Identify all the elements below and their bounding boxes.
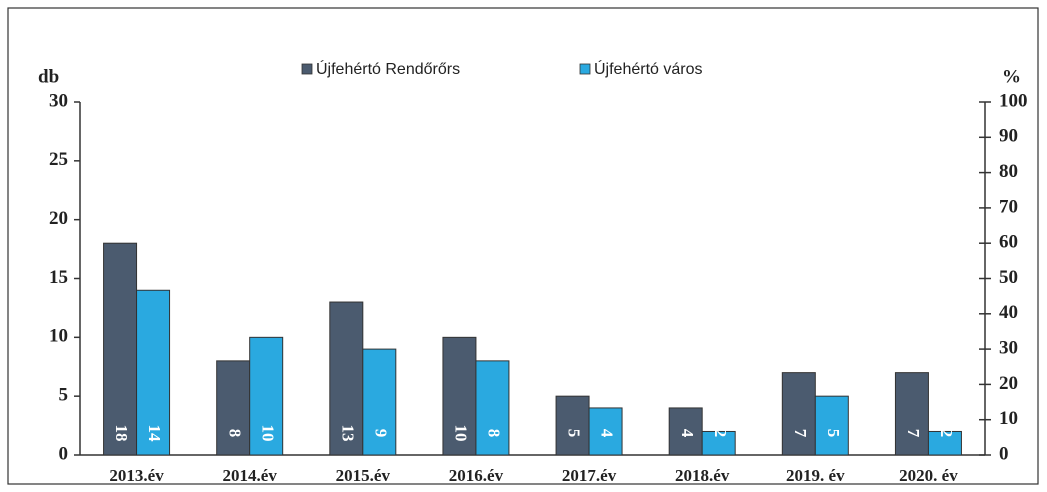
bar — [701, 430, 736, 456]
y2-tick-label: 20 — [999, 373, 1018, 394]
y2-tick-label: 100 — [999, 90, 1028, 111]
frame — [7, 7, 1039, 485]
data-label: 4 — [598, 429, 617, 438]
bar — [588, 407, 623, 456]
data-label: 8 — [485, 429, 504, 438]
x-tick-label: 2017.év — [562, 466, 617, 485]
bar — [814, 395, 849, 456]
data-label: 8 — [225, 429, 244, 438]
bar — [362, 348, 397, 456]
legend-swatch — [579, 63, 591, 75]
data-label: 2 — [937, 429, 956, 438]
data-label: 4 — [678, 429, 697, 438]
data-label: 14 — [145, 425, 164, 443]
y2-tick-label: 30 — [999, 337, 1018, 358]
data-label: 7 — [904, 429, 923, 438]
y-tick-label: 20 — [49, 208, 68, 229]
data-label: 10 — [452, 425, 471, 442]
x-tick-label: 2018.év — [675, 466, 730, 485]
bar — [894, 372, 929, 456]
bar — [103, 242, 138, 456]
x-tick-label: 2016.év — [449, 466, 504, 485]
data-label: 2 — [711, 429, 730, 438]
x-tick-label: 2015.év — [336, 466, 391, 485]
bar — [555, 395, 590, 456]
bar — [475, 360, 510, 456]
bar — [927, 430, 962, 456]
x-tick-label: 2014.év — [223, 466, 278, 485]
x-tick-label: 2019. év — [786, 466, 845, 485]
y2-tick-label: 10 — [999, 408, 1018, 429]
data-label: 5 — [824, 429, 843, 438]
bar — [781, 372, 816, 456]
data-label: 7 — [791, 429, 810, 438]
y-tick-label: 5 — [59, 385, 69, 406]
y-tick-label: 0 — [59, 443, 69, 464]
data-label: 10 — [258, 425, 277, 442]
legend-label: Újfehértó Rendőrőrs — [316, 59, 460, 78]
data-label: 5 — [565, 429, 584, 438]
x-tick-label: 2020. év — [899, 466, 958, 485]
x-tick-label: 2013.év — [109, 466, 164, 485]
bar — [249, 336, 284, 456]
legend-label: Újfehértó város — [594, 59, 703, 78]
y-tick-label: 30 — [49, 90, 68, 111]
bar — [329, 301, 364, 456]
y2-tick-label: 70 — [999, 196, 1018, 217]
bar — [136, 289, 171, 456]
data-label: 13 — [338, 425, 357, 442]
y2-axis-label: % — [1002, 66, 1021, 87]
y2-tick-label: 80 — [999, 161, 1018, 182]
y2-tick-label: 50 — [999, 267, 1018, 288]
y2-tick-label: 0 — [999, 443, 1009, 464]
y-tick-label: 15 — [49, 267, 68, 288]
y2-tick-label: 90 — [999, 126, 1018, 147]
data-label: 9 — [371, 429, 390, 438]
y-tick-label: 10 — [49, 326, 68, 347]
legend-swatch — [301, 63, 313, 75]
y-tick-label: 25 — [49, 149, 68, 170]
y2-tick-label: 40 — [999, 302, 1018, 323]
bar — [216, 360, 251, 456]
y-axis-label: db — [38, 66, 59, 87]
data-label: 18 — [112, 425, 131, 442]
y2-tick-label: 60 — [999, 232, 1018, 253]
